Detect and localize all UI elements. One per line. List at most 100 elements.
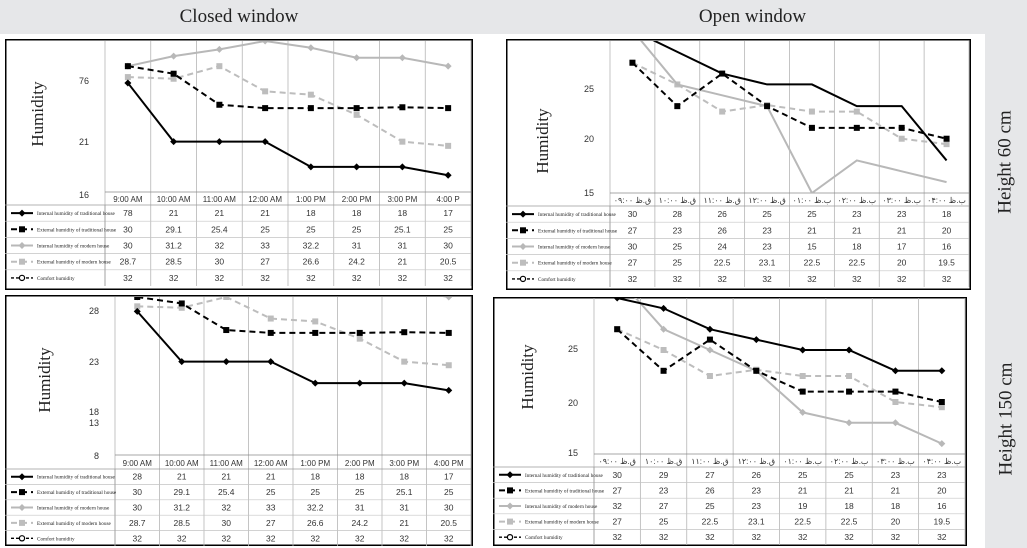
data-table-cell: 30 [222, 518, 232, 528]
series-line [634, 298, 943, 445]
data-table-cell: 28 [133, 472, 143, 482]
data-table-cell: 25 [311, 487, 321, 497]
chart-open-window-150cm: Humidity 25 20 15 ۰۹:۰۰ ق.ظ ۱۰:۰۰ ق.ظ ۱۱:۰۰ ق.… [493, 297, 967, 546]
data-point [808, 124, 815, 131]
data-table-cell: 16 [942, 242, 952, 252]
y-tick-label: 15 [584, 188, 594, 198]
data-table-cell: 20 [897, 258, 907, 268]
data-table-cell: 31 [352, 241, 362, 251]
data-point [398, 54, 406, 62]
data-table-cell: 21 [891, 485, 901, 495]
data-table-cell: 32 [673, 274, 683, 284]
data-table-cell: 18 [398, 208, 408, 218]
data-point [261, 138, 269, 146]
data-table-cell: 18 [891, 501, 901, 511]
x-tick-label: ۰۴:۰۰ ب.ظ [927, 196, 966, 205]
x-tick-label: 11:00 AM [210, 459, 244, 468]
data-point [353, 54, 361, 62]
legend-label: Internal humidity of modern house [37, 243, 110, 250]
plot-area [629, 41, 950, 193]
row-label-150cm-text: Height 150 cm [995, 362, 1016, 475]
data-point [808, 108, 815, 115]
data-point [399, 104, 406, 111]
data-table-cell: 32 [215, 241, 225, 251]
data-table-cell: 20 [891, 517, 901, 527]
y-tick-label: 21 [79, 137, 89, 147]
data-table-cell: 32 [752, 532, 762, 542]
data-table-cell: 23.1 [748, 517, 765, 527]
data-table-cell: 32 [443, 273, 453, 283]
y-axis-label: Humidity [518, 344, 537, 410]
data-table-cell: 25 [355, 487, 365, 497]
data-table-cell: 23 [897, 209, 907, 219]
legend-swatch-marker [18, 473, 26, 481]
data-table-cell: 25.4 [211, 224, 228, 234]
data-table-cell: 25.1 [394, 224, 411, 234]
data-table-cell: 22.5 [714, 258, 731, 268]
data-table-cell: 30 [612, 470, 622, 480]
data-point [706, 336, 713, 343]
data-table-cell: 17 [897, 242, 907, 252]
data-table-cell: 24.2 [351, 518, 368, 528]
y-tick-label: 20 [568, 398, 578, 408]
x-tick-label: 3:00 PM [389, 459, 419, 468]
data-point [938, 440, 946, 448]
data-point [938, 367, 946, 375]
legend-label: Internal humidity of modern house [525, 503, 598, 510]
data-table-cell: 23 [762, 225, 772, 235]
data-table-cell: 25 [673, 258, 683, 268]
data-table-cell: 17 [443, 208, 453, 218]
data-point [846, 388, 853, 395]
series-line [137, 297, 449, 334]
data-point [706, 346, 714, 354]
series-line [631, 61, 947, 140]
data-table-cell: 32 [260, 273, 270, 283]
x-tick-label: ۱۰:۰۰ ق.ظ [659, 196, 696, 205]
data-table-cell: 23 [659, 485, 669, 495]
data-table-cell: 24.2 [348, 257, 365, 267]
data-table-cell: 30 [123, 224, 133, 234]
data-table-cell: 32 [169, 273, 179, 283]
data-point [216, 63, 223, 70]
data-table-cell: 32 [352, 273, 362, 283]
data-point [898, 135, 905, 142]
data-table-cell: 31 [355, 503, 365, 513]
legend-label: External humidity of traditional house [525, 487, 605, 494]
series-line [127, 41, 449, 68]
legend-swatch-marker [19, 519, 25, 526]
data-table-cell: 32 [311, 533, 321, 543]
data-table-cell: 30 [215, 257, 225, 267]
data-table-cell: 25 [352, 224, 362, 234]
x-tick-label: 12:00 AM [248, 195, 282, 204]
data-table-cell: 32 [215, 273, 225, 283]
data-point [124, 63, 131, 70]
data-point [356, 329, 363, 336]
data-table-cell: 32 [222, 503, 232, 513]
data-table-cell: 25 [762, 209, 772, 219]
data-point [170, 70, 177, 77]
legend-swatch-marker [19, 226, 25, 233]
data-point [353, 105, 360, 112]
data-table-cell: 32 [852, 274, 862, 284]
data-table-cell: 20 [937, 485, 947, 495]
data-table-cell: 26 [717, 225, 727, 235]
legend-label: External humidity of modern house [37, 259, 111, 266]
data-table-cell: 28 [673, 209, 683, 219]
data-table-cell: 22.5 [849, 258, 866, 268]
series-line [127, 65, 449, 110]
series-line [616, 298, 942, 372]
data-table-cell: 25 [260, 224, 270, 234]
plot-area [613, 298, 946, 448]
data-table-cell: 25 [705, 501, 715, 511]
data-point [267, 358, 275, 366]
data-point [267, 329, 274, 336]
data-table-cell: 18 [942, 209, 952, 219]
data-table-cell: 29 [659, 470, 669, 480]
x-tick-label: ۰۳:۰۰ ب.ظ [876, 457, 915, 466]
data-table-cell: 22.5 [794, 517, 811, 527]
series-line [632, 61, 947, 146]
data-table-cell: 21 [844, 485, 854, 495]
data-table-cell: 25 [266, 487, 276, 497]
data-table-cell: 25 [673, 242, 683, 252]
